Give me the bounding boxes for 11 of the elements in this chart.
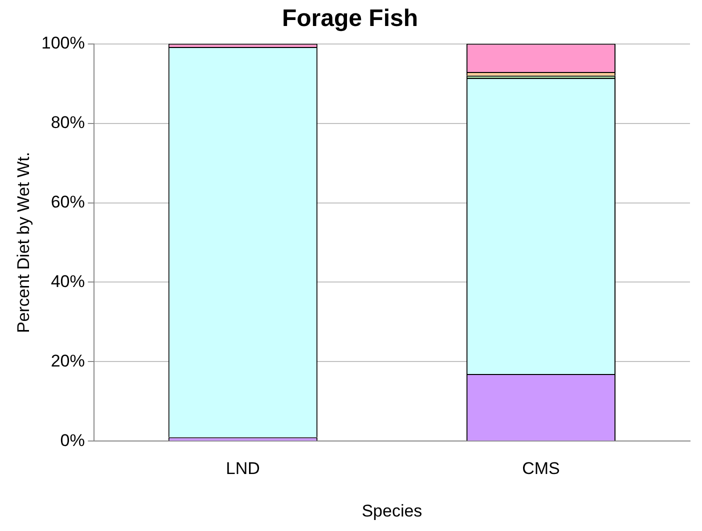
y-tick-label: 20% (50, 351, 85, 370)
y-axis-title: Percent Diet by Wet Wt. (14, 152, 33, 334)
y-tick-label: 60% (50, 192, 85, 212)
y-tick-label: 80% (50, 112, 85, 132)
y-tick-label: 40% (50, 272, 85, 291)
y-tick-label: 100% (41, 33, 85, 52)
x-tick-label: CMS (522, 459, 560, 478)
y-tick-label: 0% (60, 430, 85, 450)
chart-title: Forage Fish (282, 5, 418, 32)
x-tick-label: LND (226, 459, 260, 478)
x-axis-title: Species (362, 501, 422, 520)
